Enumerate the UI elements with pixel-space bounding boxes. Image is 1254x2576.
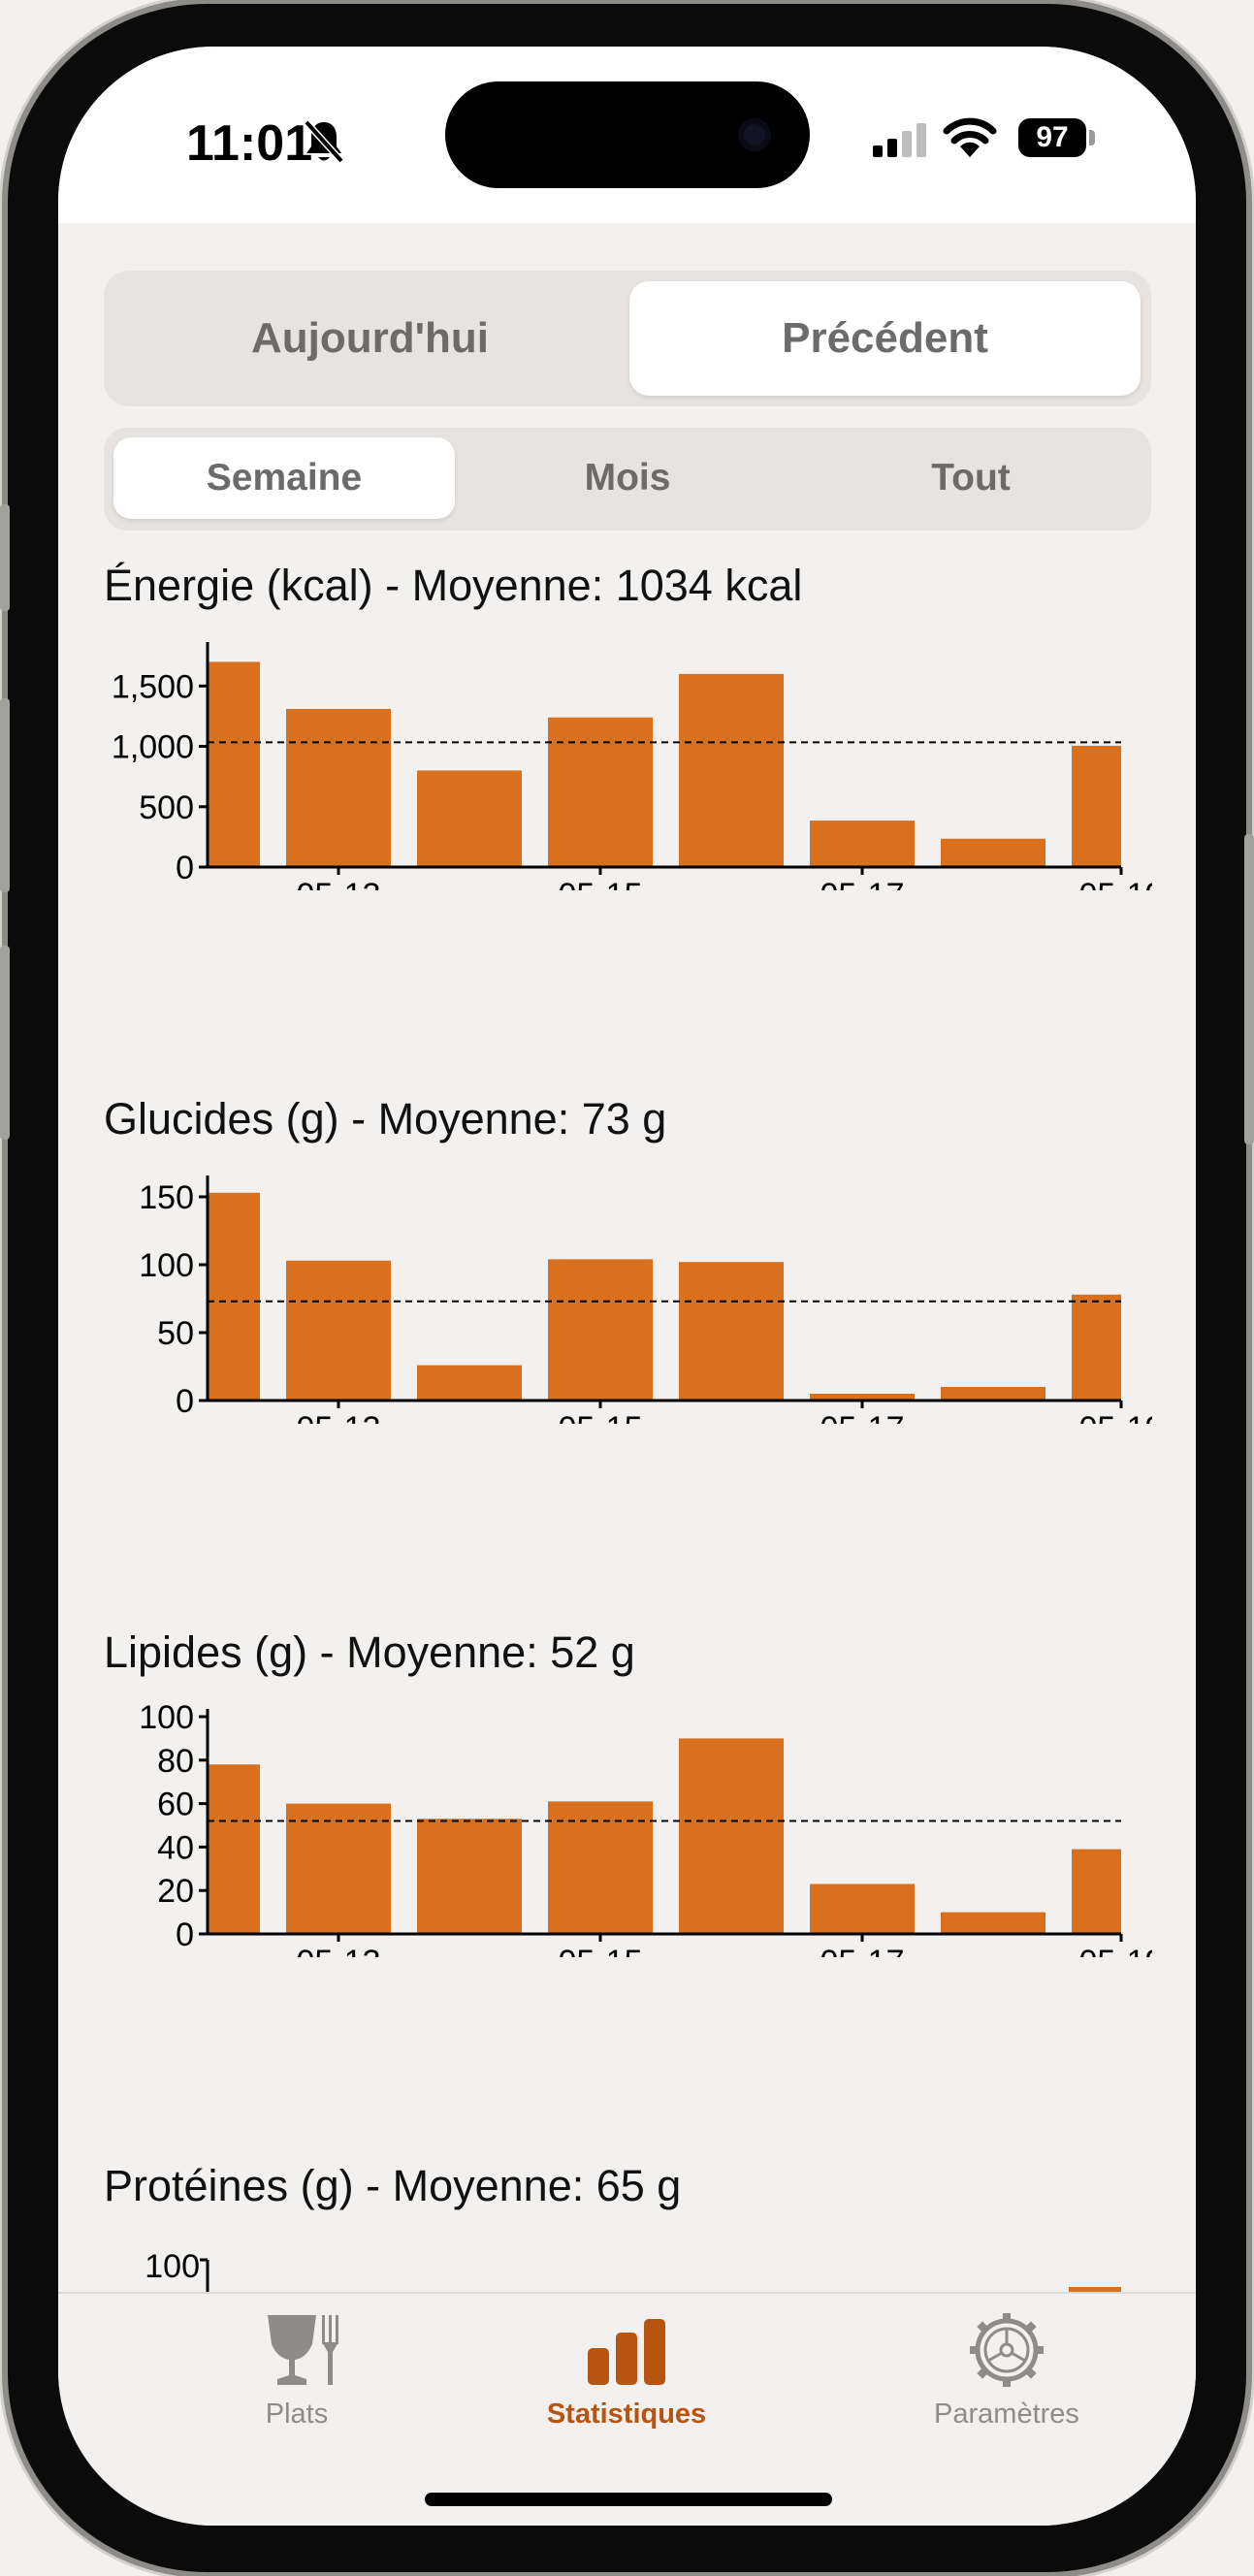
energy-bar-05-12	[208, 661, 260, 867]
wifi-icon	[943, 117, 997, 157]
gear-icon	[970, 2313, 1044, 2387]
status-bar: 11:01 97	[58, 47, 1196, 223]
carbs-bar-05-13	[286, 1260, 391, 1401]
fat-bar-05-13	[286, 1803, 391, 1934]
tab-label-plats: Plats	[265, 2399, 329, 2430]
battery-tip	[1089, 130, 1095, 145]
segment-precedent[interactable]: Précédent	[629, 281, 1141, 396]
energy-bar-chart: 0 500 1,000 1,500 05-13 05-15 05-17 05-19	[112, 642, 1164, 890]
carbs-bar-chart: 0 50 100 150 05-13 05-15 05-17 05-19	[139, 1175, 1164, 1424]
fat-y-tick-label: 0	[176, 1916, 194, 1953]
energy-y-tick-label: 1,000	[112, 729, 194, 766]
camera-icon	[738, 118, 771, 151]
fat-x-tick-label: 05-15	[559, 1944, 643, 1957]
battery-indicator: 97	[1018, 118, 1086, 157]
segment-tout[interactable]: Tout	[931, 457, 1011, 499]
tab-label-statistiques: Statistiques	[546, 2399, 707, 2430]
cellular-signal-icon	[873, 123, 926, 157]
status-time: 11:01	[186, 115, 313, 172]
bar-chart-icon	[588, 2319, 665, 2385]
power-button	[1244, 834, 1254, 1144]
protein-bar-chart: 100	[145, 2248, 1121, 2295]
fat-x-tick-label: 05-13	[297, 1944, 381, 1957]
tab-label-parametres: Paramètres	[934, 2399, 1079, 2430]
energy-x-tick-label: 05-19	[1079, 877, 1164, 890]
carbs-x-tick-label: 05-13	[297, 1410, 381, 1424]
action-button	[0, 504, 10, 611]
energy-bar-05-14	[417, 770, 522, 867]
fat-y-tick-label: 60	[157, 1787, 194, 1823]
fat-bar-05-17	[810, 1884, 915, 1934]
bell-muted-icon	[304, 119, 344, 164]
energy-y-tick-label: 500	[139, 789, 194, 826]
carbs-y-tick-label: 50	[157, 1315, 194, 1352]
screen: 11:01 97 Aujourd'hui Précédent Sema	[58, 47, 1196, 2526]
carbs-chart-title: Glucides (g) - Moyenne: 73 g	[104, 1094, 667, 1143]
fat-x-tick-label: 05-19	[1079, 1944, 1164, 1957]
energy-bar-05-13	[286, 708, 391, 867]
glass-fork-icon	[268, 2315, 338, 2385]
fat-y-tick-label: 80	[157, 1743, 194, 1780]
protein-bar-partial	[1069, 2287, 1121, 2295]
carbs-x-tick-label: 05-19	[1079, 1410, 1164, 1424]
carbs-bar-05-17	[810, 1394, 915, 1401]
fat-y-tick-label: 20	[157, 1873, 194, 1910]
segment-semaine[interactable]: Semaine	[113, 437, 455, 519]
range-segmented-control: Semaine Mois Tout	[104, 428, 1151, 531]
energy-bar-05-17	[810, 821, 915, 867]
energy-bar-05-15	[548, 717, 653, 867]
segment-aujourdhui[interactable]: Aujourd'hui	[250, 314, 490, 362]
fat-bar-05-19	[1072, 1849, 1121, 1934]
fat-bar-chart: 0 20 40 60 80 100 05-13 05-15 05-17 05-19	[139, 1705, 1164, 1957]
energy-y-tick-label: 0	[176, 850, 194, 886]
carbs-y-tick-label: 100	[139, 1247, 194, 1284]
tab-bar: Plats Statistiques	[58, 2292, 1196, 2526]
fat-bar-05-15	[548, 1801, 653, 1934]
fat-bar-05-16	[679, 1738, 784, 1934]
energy-chart-title: Énergie (kcal) - Moyenne: 1034 kcal	[104, 561, 803, 610]
protein-chart-title: Protéines (g) - Moyenne: 65 g	[104, 2161, 682, 2210]
energy-bar-05-16	[679, 673, 784, 867]
volume-down-button	[0, 946, 10, 1140]
period-segmented-control: Aujourd'hui Précédent	[104, 271, 1151, 406]
carbs-bar-05-16	[679, 1262, 784, 1401]
energy-x-tick-label: 05-13	[297, 877, 381, 890]
carbs-bar-05-18	[941, 1387, 1045, 1401]
energy-x-tick-label: 05-17	[820, 877, 905, 890]
home-indicator[interactable]	[425, 2493, 832, 2506]
fat-x-tick-label: 05-17	[820, 1944, 905, 1957]
carbs-y-tick-label: 0	[176, 1383, 194, 1420]
carbs-x-tick-label: 05-15	[559, 1410, 643, 1424]
fat-chart-title: Lipides (g) - Moyenne: 52 g	[104, 1627, 635, 1677]
energy-y-tick-label: 1,500	[112, 668, 194, 705]
fat-bar-05-14	[417, 1819, 522, 1934]
energy-bar-05-18	[941, 838, 1045, 867]
carbs-y-tick-label: 150	[139, 1179, 194, 1216]
carbs-bar-05-14	[417, 1365, 522, 1401]
fat-y-tick-label: 100	[139, 1705, 194, 1736]
energy-x-tick-label: 05-15	[559, 877, 643, 890]
segment-mois[interactable]: Mois	[584, 457, 671, 499]
dynamic-island	[445, 81, 810, 188]
protein-y-tick-label: 100	[145, 2248, 200, 2285]
carbs-bar-05-12	[208, 1192, 260, 1401]
fat-bar-05-18	[941, 1912, 1045, 1934]
carbs-x-tick-label: 05-17	[820, 1410, 905, 1424]
energy-bar-05-19	[1072, 745, 1121, 867]
fat-bar-05-12	[208, 1764, 260, 1934]
volume-up-button	[0, 698, 10, 892]
fat-y-tick-label: 40	[157, 1829, 194, 1866]
carbs-bar-05-19	[1072, 1294, 1121, 1401]
carbs-bar-05-15	[548, 1259, 653, 1401]
